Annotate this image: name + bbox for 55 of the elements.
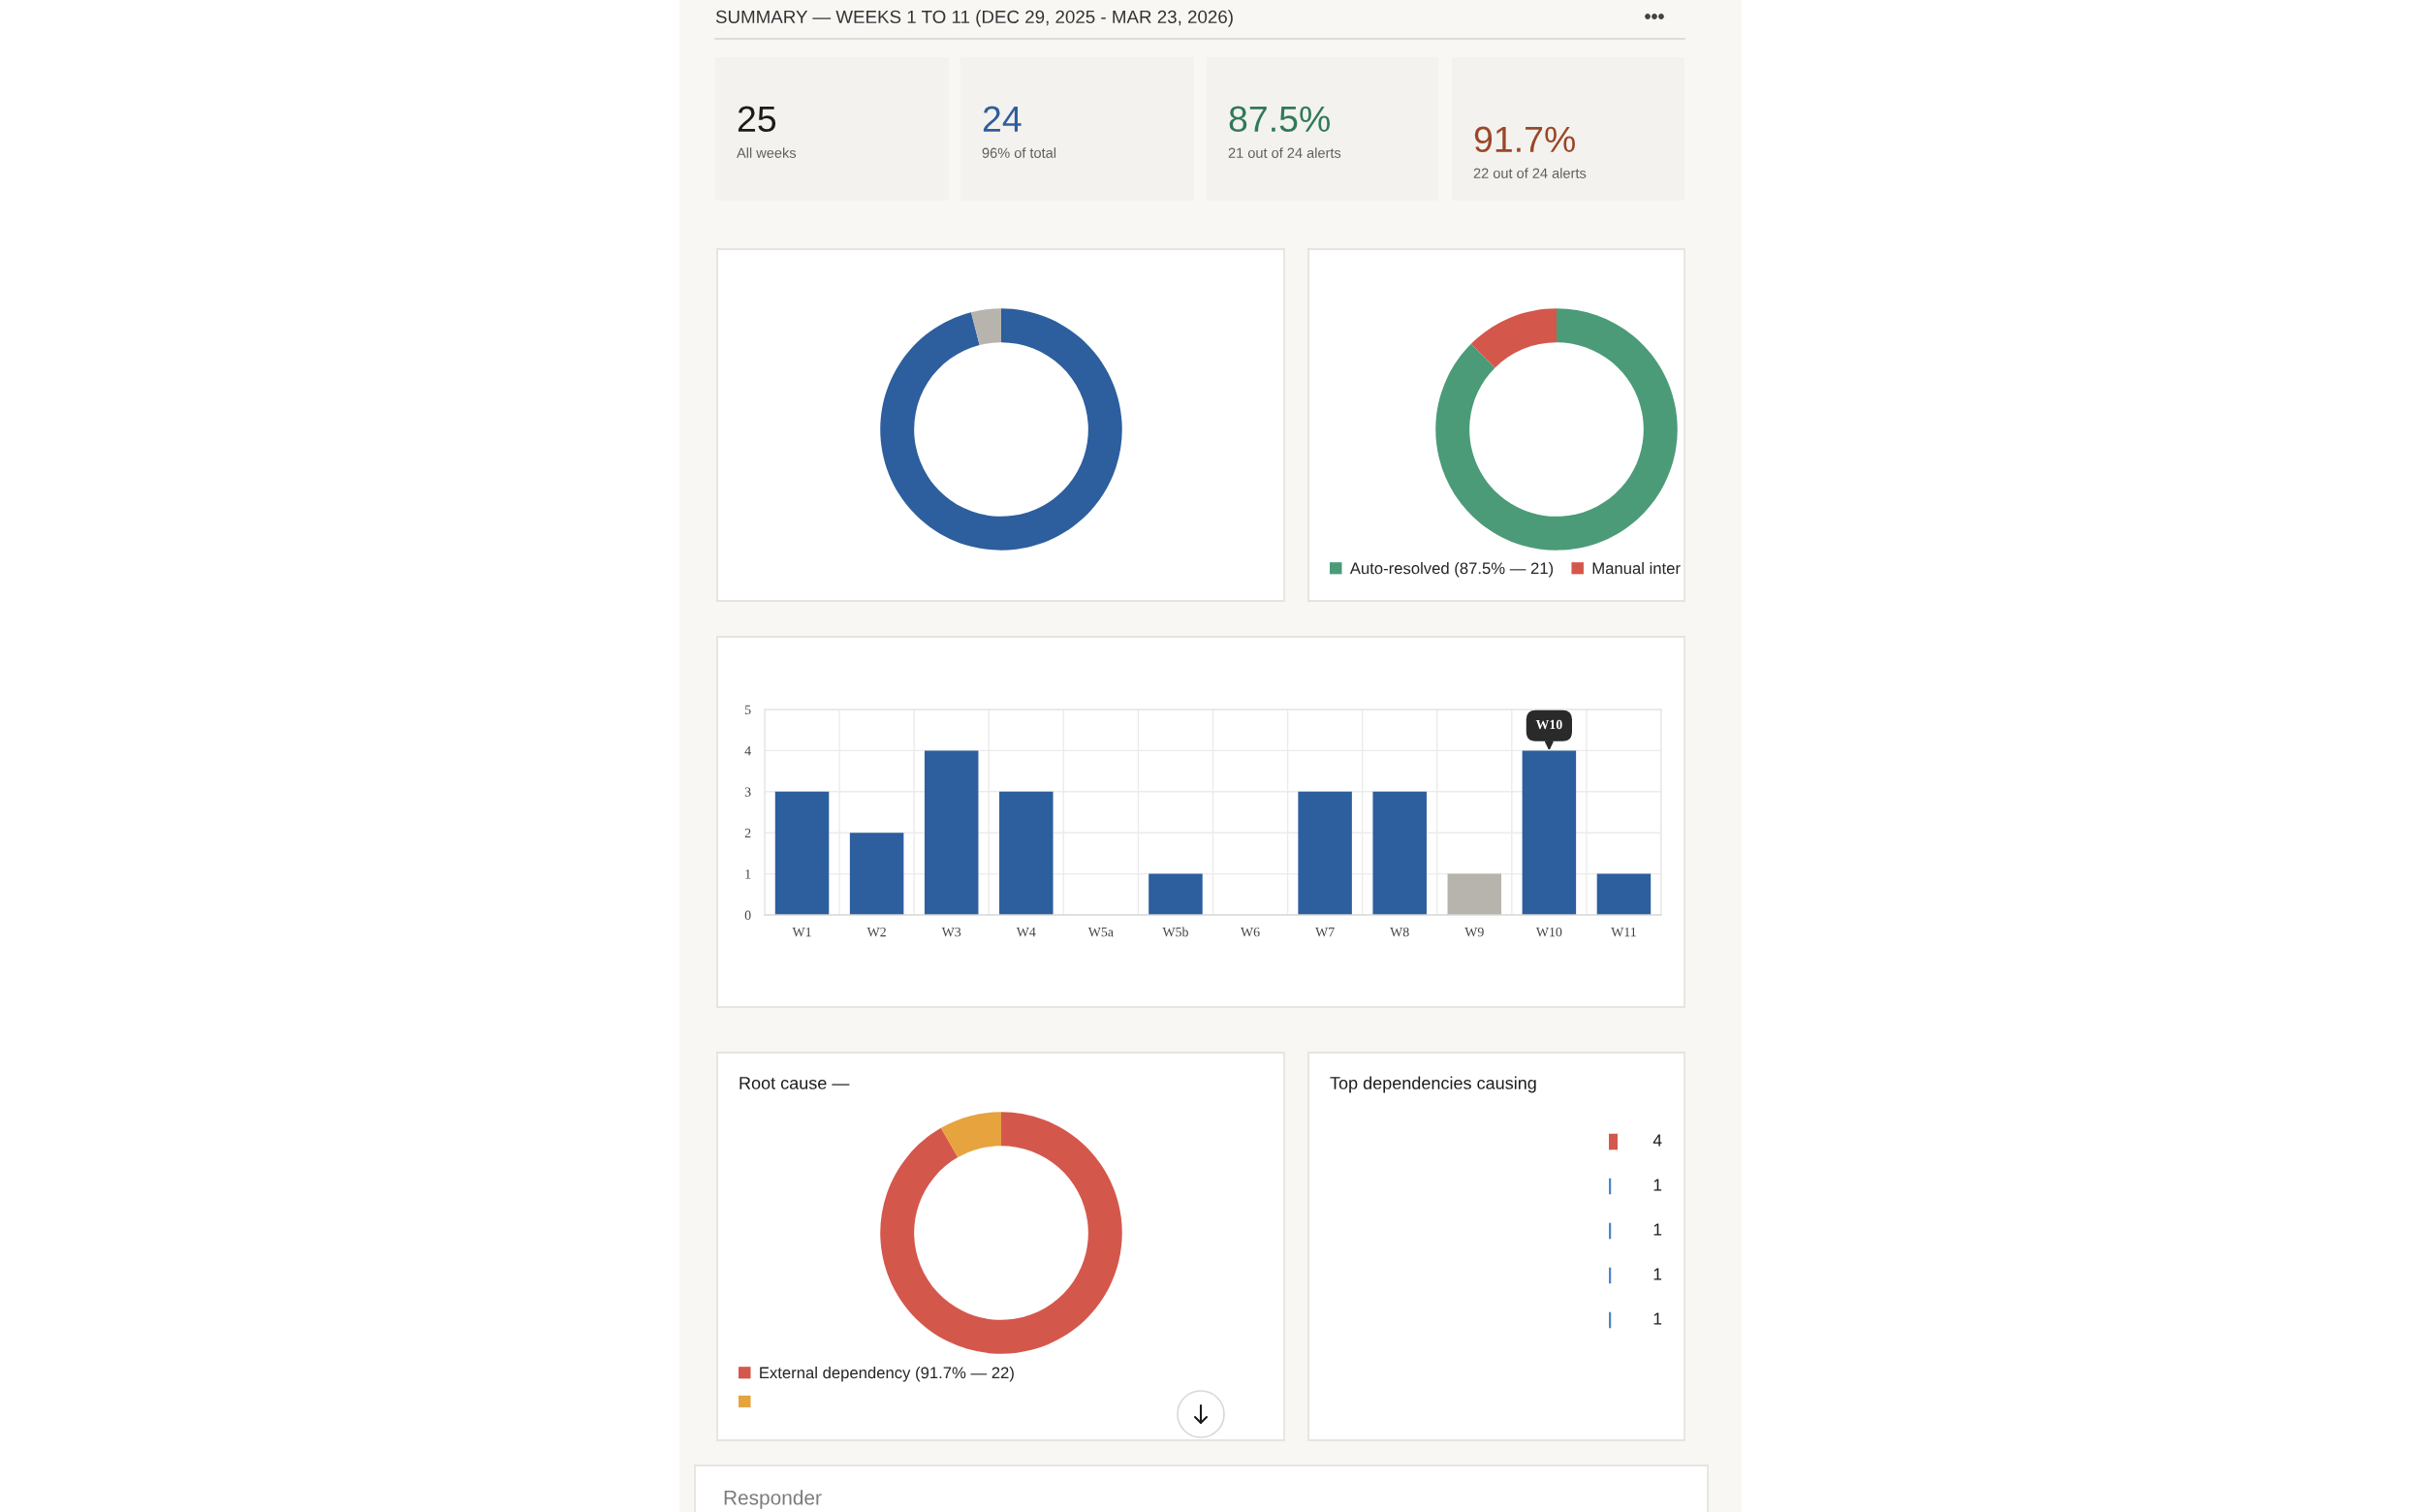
- bar: [1447, 873, 1502, 915]
- donut-slice: [1470, 308, 1557, 368]
- legend-label: Manual inter: [1592, 562, 1681, 575]
- bar: [849, 833, 904, 915]
- donut-slice: [940, 1112, 1001, 1158]
- text: 22 out of 24 alerts: [1473, 168, 1587, 178]
- chart-title: Root cause —: [739, 1077, 850, 1089]
- x-tick-label: W7: [1315, 928, 1335, 937]
- donut-slice: [1435, 308, 1678, 551]
- data-label: 1: [1653, 1223, 1662, 1236]
- x-tick-label: W9: [1464, 927, 1484, 937]
- y-tick-label: 0: [744, 910, 751, 920]
- text: Top dependencies causing: [1330, 1076, 1536, 1093]
- x-tick-label: W11: [1611, 927, 1636, 937]
- bar: [1522, 750, 1577, 915]
- x-tick-label: W3: [941, 927, 961, 937]
- bar: [924, 750, 979, 915]
- bar: [1298, 791, 1352, 915]
- bar: [1149, 873, 1203, 915]
- annotation: W10: [1535, 719, 1562, 730]
- text: 87.5%: [1229, 106, 1330, 133]
- x-tick-label: W8: [1390, 927, 1409, 937]
- text: 24: [983, 106, 1022, 132]
- text: 25: [738, 106, 776, 133]
- bar: [1596, 873, 1652, 915]
- text: All weeks: [737, 147, 797, 158]
- bar: [1372, 791, 1427, 915]
- x-tick-label: W1: [792, 927, 811, 937]
- text: 96% of total: [982, 147, 1056, 158]
- text: 21 out of 24 alerts: [1228, 147, 1341, 158]
- donut-slice: [970, 308, 1001, 345]
- bar: [999, 791, 1054, 915]
- x-tick-label: W5b: [1162, 927, 1188, 937]
- x-tick-label: W5a: [1087, 928, 1114, 937]
- donut-slice: [880, 1112, 1122, 1354]
- text: SUMMARY — WEEKS 1 TO 11 (DEC 29, 2025 - MAR 23, 2026): [715, 10, 1233, 27]
- text: Responder: [724, 1490, 822, 1509]
- text: 91.7%: [1474, 126, 1575, 153]
- x-tick-label: W2: [866, 927, 886, 937]
- y-tick-label: 4: [744, 746, 751, 756]
- data-label: 4: [1652, 1134, 1662, 1147]
- data-label: 1: [1653, 1268, 1662, 1280]
- legend-label: External dependency (91.7% — 22): [760, 1367, 1014, 1382]
- legend-label: Auto-resolved (87.5% — 21): [1349, 562, 1554, 578]
- y-tick-label: 1: [745, 869, 751, 879]
- bar: [774, 791, 830, 915]
- donut-slice: [880, 308, 1122, 551]
- x-tick-label: W4: [1016, 927, 1036, 937]
- y-tick-label: 5: [744, 705, 751, 714]
- x-tick-label: W10: [1535, 927, 1562, 937]
- y-tick-label: 3: [744, 787, 751, 797]
- data-label: 1: [1653, 1312, 1662, 1325]
- data-label: 1: [1653, 1179, 1662, 1191]
- x-tick-label: W6: [1241, 927, 1260, 937]
- y-tick-label: 2: [744, 828, 751, 838]
